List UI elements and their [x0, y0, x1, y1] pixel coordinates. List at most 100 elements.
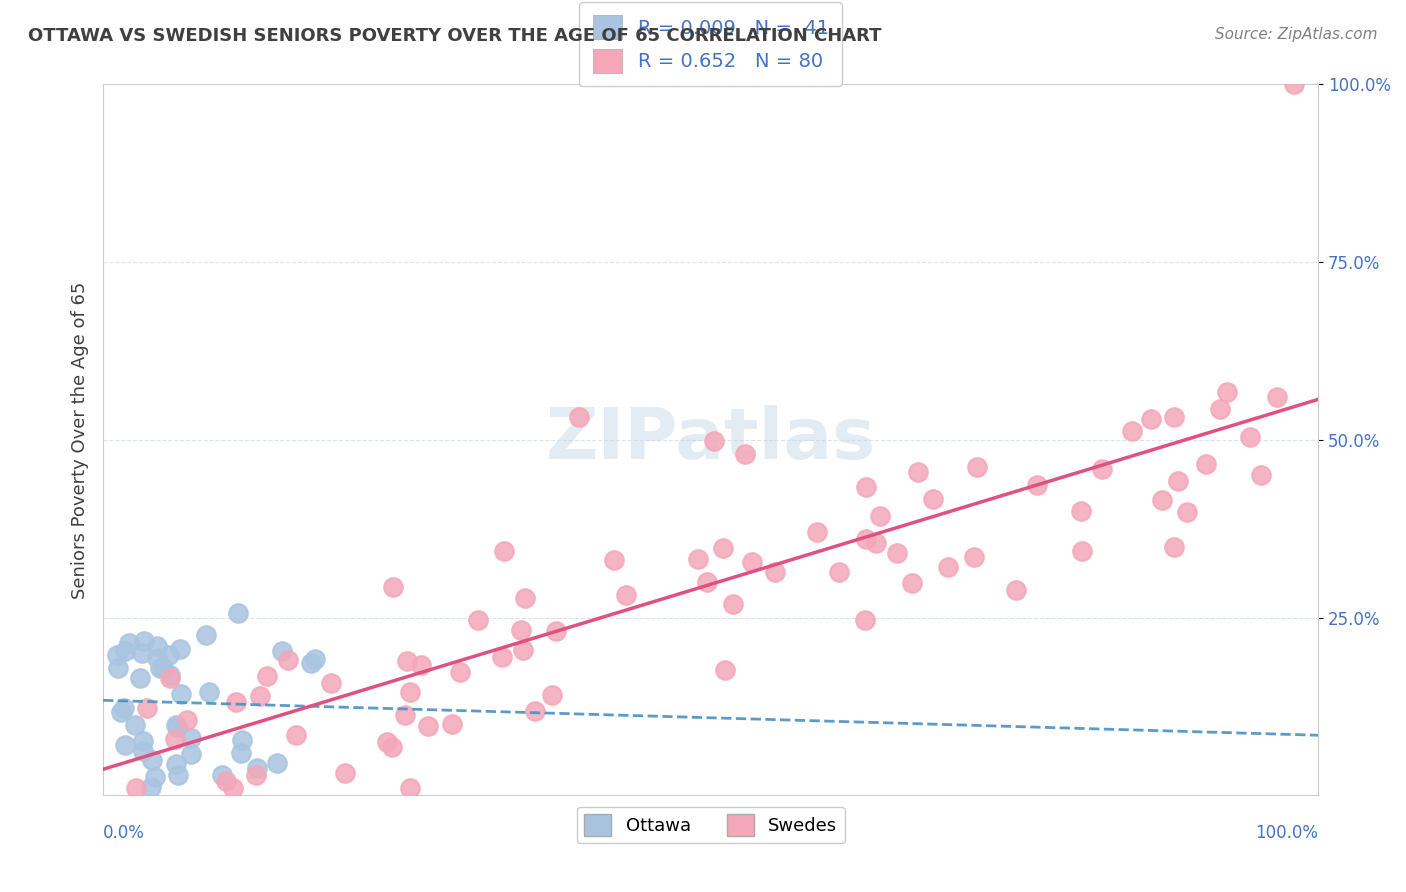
Point	[1070, 504, 1092, 518]
Point	[152, 660, 174, 674]
Point	[124, 717, 146, 731]
Point	[285, 728, 308, 742]
Point	[118, 636, 141, 650]
Text: ZIPatlas: ZIPatlas	[546, 406, 876, 475]
Point	[145, 770, 167, 784]
Point	[1175, 505, 1198, 519]
Point	[249, 690, 271, 704]
Legend: Ottawa, Swedes: Ottawa, Swedes	[576, 806, 845, 843]
Point	[170, 687, 193, 701]
Point	[855, 480, 877, 494]
Point	[1250, 468, 1272, 483]
Point	[107, 648, 129, 662]
Point	[166, 720, 188, 734]
Point	[1265, 390, 1288, 404]
Point	[806, 525, 828, 540]
Point	[966, 459, 988, 474]
Text: OTTAWA VS SWEDISH SENIORS POVERTY OVER THE AGE OF 65 CORRELATION CHART: OTTAWA VS SWEDISH SENIORS POVERTY OVER T…	[28, 27, 882, 45]
Point	[494, 544, 516, 558]
Point	[124, 781, 146, 796]
Point	[963, 549, 986, 564]
Point	[721, 597, 744, 611]
Point	[1282, 78, 1305, 92]
Point	[1195, 457, 1218, 471]
Text: Source: ZipAtlas.com: Source: ZipAtlas.com	[1215, 27, 1378, 42]
Point	[211, 768, 233, 782]
Point	[146, 651, 169, 665]
Point	[176, 713, 198, 727]
Point	[159, 668, 181, 682]
Point	[333, 765, 356, 780]
Text: 100.0%: 100.0%	[1256, 824, 1319, 842]
Point	[256, 669, 278, 683]
Point	[231, 733, 253, 747]
Point	[523, 704, 546, 718]
Point	[869, 508, 891, 523]
Point	[229, 746, 252, 760]
Point	[865, 536, 887, 550]
Point	[855, 532, 877, 546]
Point	[114, 644, 136, 658]
Point	[163, 731, 186, 746]
Point	[763, 565, 786, 579]
Point	[411, 658, 433, 673]
Point	[1216, 385, 1239, 400]
Point	[1121, 424, 1143, 438]
Point	[1163, 409, 1185, 424]
Point	[398, 781, 420, 796]
Point	[139, 780, 162, 795]
Point	[222, 781, 245, 796]
Point	[568, 410, 591, 425]
Point	[225, 695, 247, 709]
Point	[515, 591, 537, 606]
Point	[714, 664, 737, 678]
Point	[180, 731, 202, 746]
Point	[1091, 461, 1114, 475]
Point	[398, 685, 420, 699]
Point	[132, 744, 155, 758]
Point	[741, 555, 763, 569]
Point	[375, 734, 398, 748]
Point	[129, 671, 152, 685]
Point	[114, 700, 136, 714]
Point	[1026, 477, 1049, 491]
Point	[1152, 493, 1174, 508]
Point	[395, 654, 418, 668]
Point	[510, 624, 533, 638]
Point	[132, 634, 155, 648]
Point	[418, 719, 440, 733]
Point	[107, 661, 129, 675]
Point	[319, 675, 342, 690]
Point	[614, 588, 637, 602]
Text: 0.0%: 0.0%	[103, 824, 145, 842]
Point	[149, 661, 172, 675]
Point	[711, 541, 734, 555]
Point	[603, 553, 626, 567]
Point	[180, 747, 202, 761]
Point	[1163, 540, 1185, 554]
Point	[157, 648, 180, 662]
Point	[114, 738, 136, 752]
Point	[696, 574, 718, 589]
Point	[394, 707, 416, 722]
Point	[145, 639, 167, 653]
Point	[1005, 582, 1028, 597]
Point	[135, 701, 157, 715]
Point	[546, 624, 568, 638]
Point	[703, 434, 725, 448]
Y-axis label: Seniors Poverty Over the Age of 65: Seniors Poverty Over the Age of 65	[72, 281, 89, 599]
Point	[907, 465, 929, 479]
Point	[922, 492, 945, 507]
Point	[165, 718, 187, 732]
Point	[734, 447, 756, 461]
Point	[131, 646, 153, 660]
Point	[245, 768, 267, 782]
Point	[167, 768, 190, 782]
Point	[246, 761, 269, 775]
Point	[214, 774, 236, 789]
Point	[900, 576, 922, 591]
Point	[886, 546, 908, 560]
Point	[110, 706, 132, 720]
Point	[277, 653, 299, 667]
Point	[195, 628, 218, 642]
